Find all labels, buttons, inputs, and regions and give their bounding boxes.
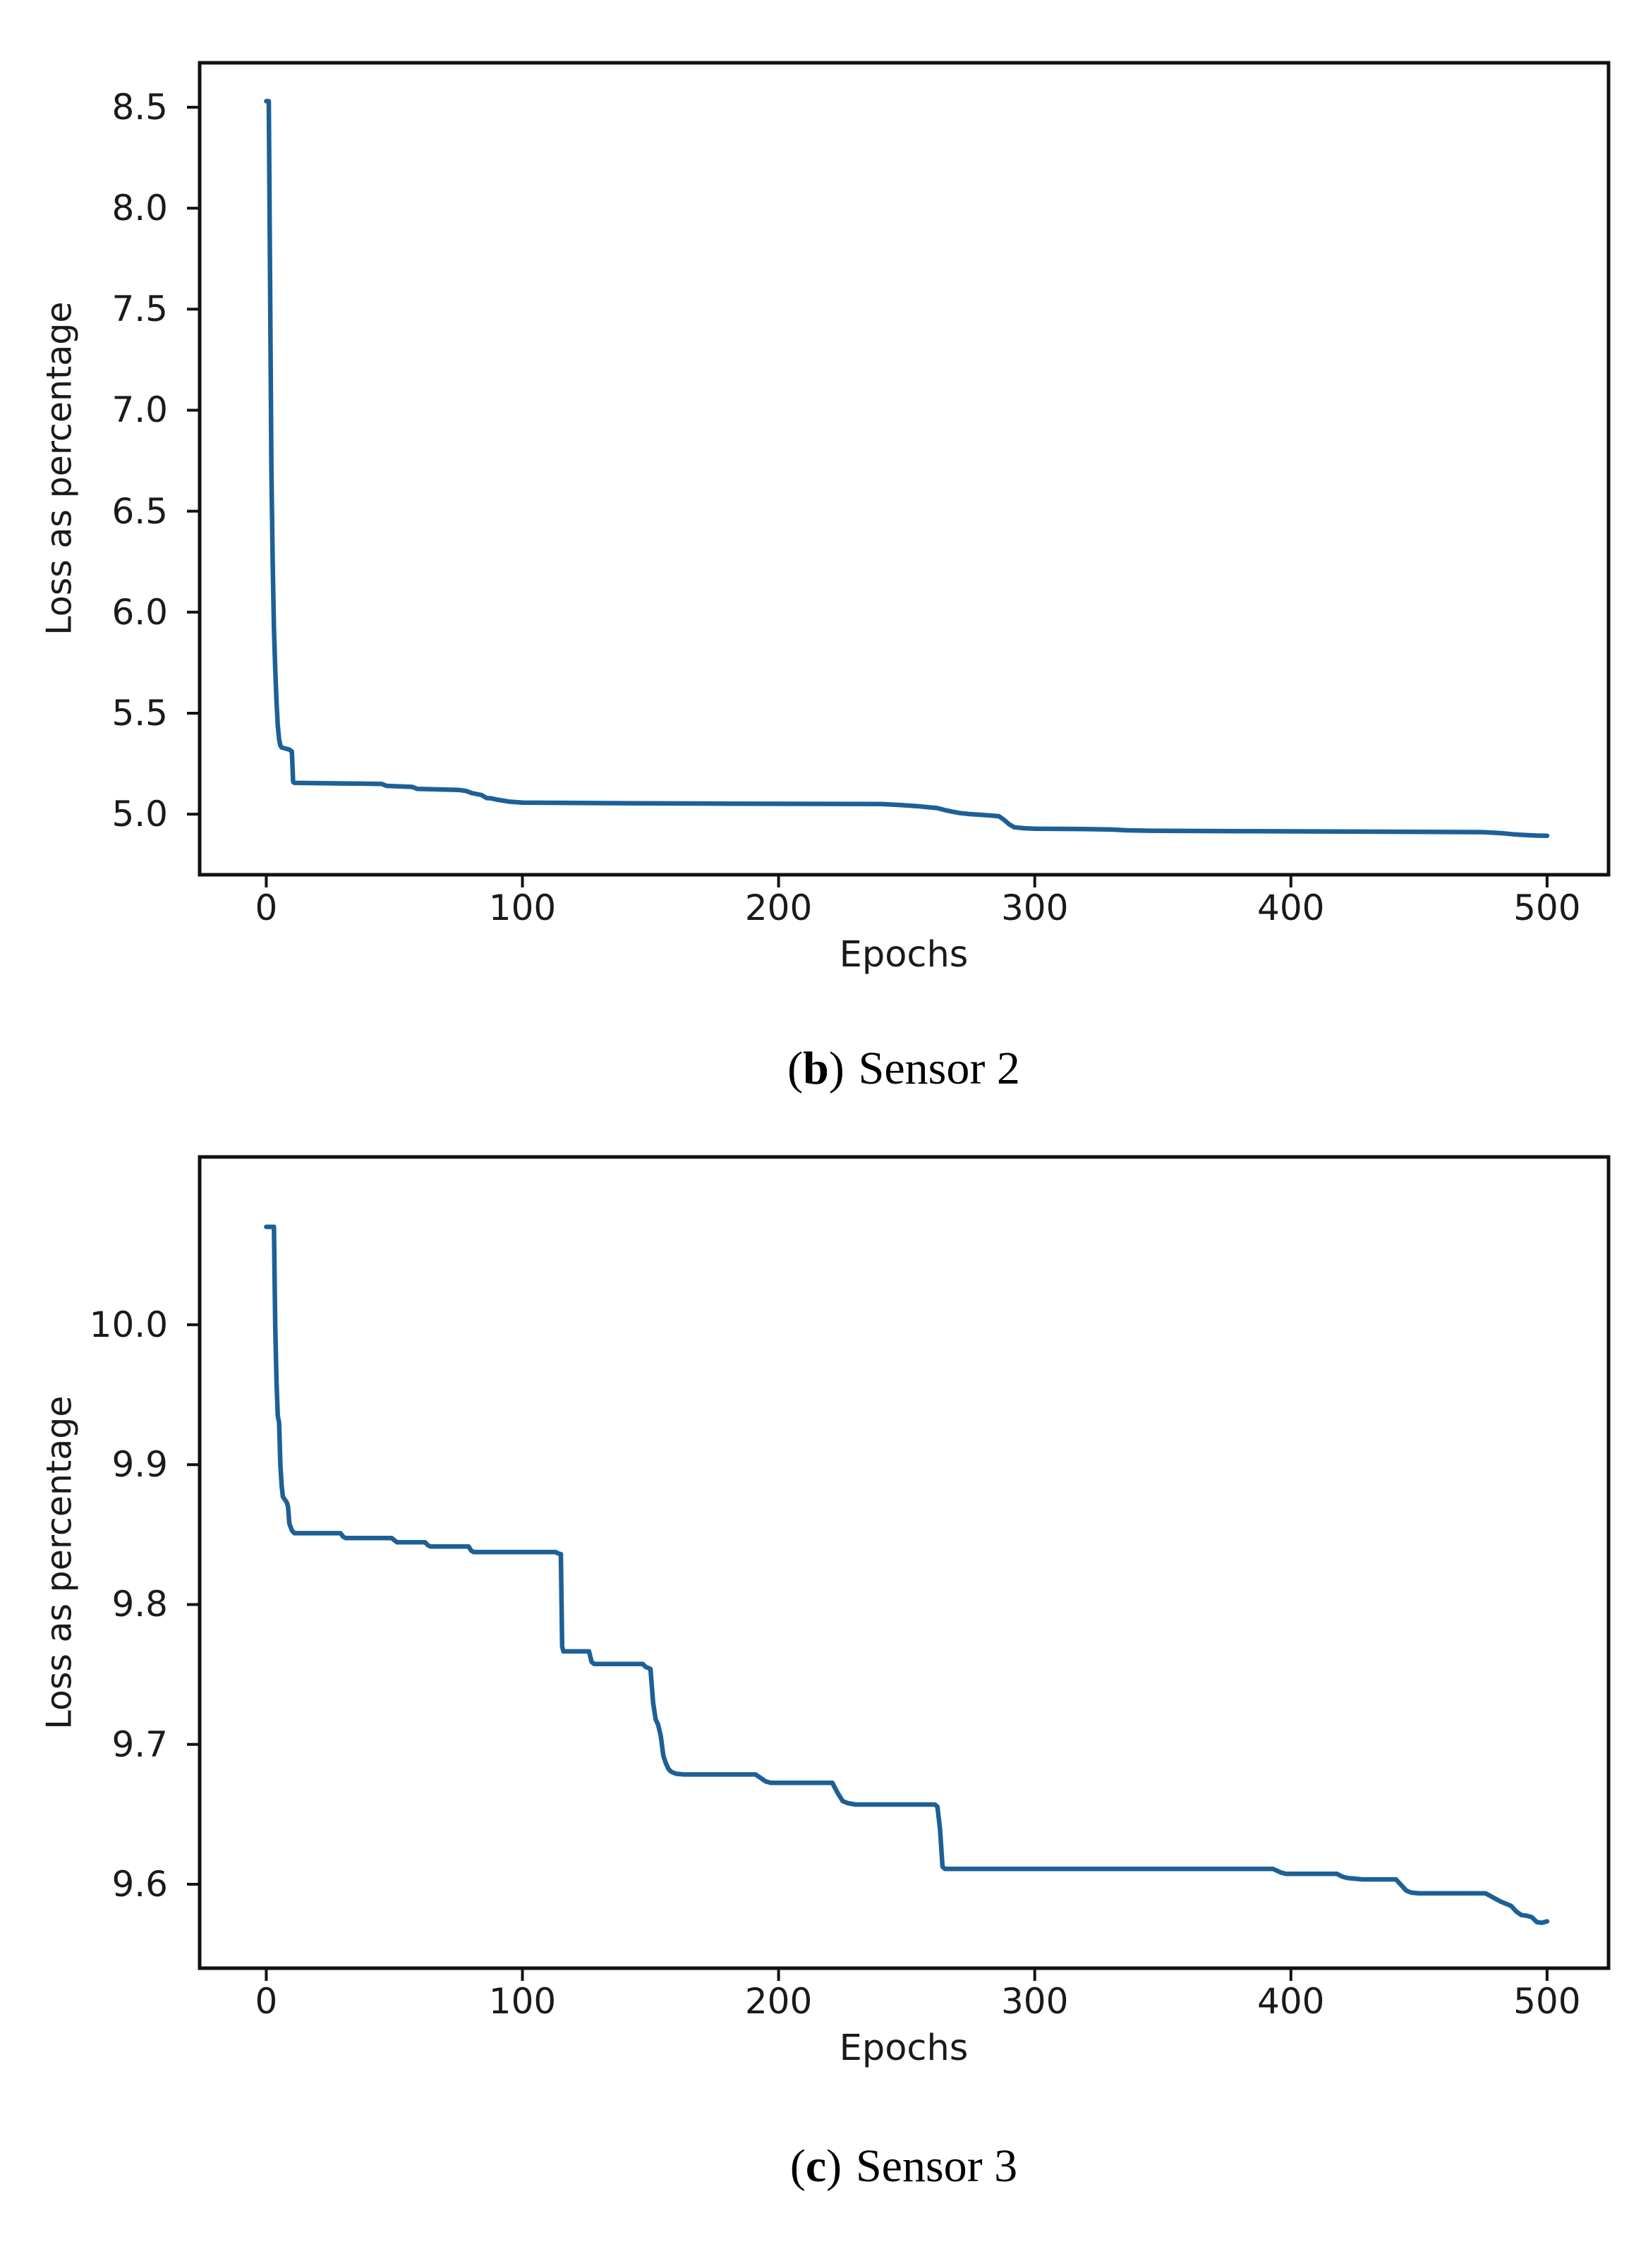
x-axis-label-sensor2: Epochs xyxy=(839,934,969,976)
y-tick-label-sensor2: 6.0 xyxy=(111,591,168,633)
caption-sensor3: (c) Sensor 3 xyxy=(790,2143,1017,2190)
x-tick-label-sensor3: 200 xyxy=(744,1981,813,2022)
caption-sensor2: (b) Sensor 2 xyxy=(787,1045,1020,1092)
caption-paren-open: ( xyxy=(787,1043,804,1094)
y-tick-label-sensor2: 7.5 xyxy=(111,289,168,330)
x-tick-label-sensor2: 200 xyxy=(744,887,813,928)
plot-sensor3 xyxy=(187,1155,1611,1981)
y-tick-label-sensor2: 5.0 xyxy=(111,794,168,835)
caption-letter: b xyxy=(803,1043,829,1094)
y-tick-label-sensor3: 9.7 xyxy=(111,1723,168,1765)
caption-paren-open: ( xyxy=(789,2140,806,2192)
caption-letter: c xyxy=(805,2140,827,2192)
y-tick-label-sensor2: 6.5 xyxy=(111,490,168,532)
axes-frame-sensor3 xyxy=(198,1155,1611,1970)
x-tick-label-sensor2: 100 xyxy=(488,887,557,928)
y-tick-label-sensor3: 10.0 xyxy=(89,1304,168,1345)
y-tick-label-sensor2: 8.5 xyxy=(111,86,168,128)
caption-text: Sensor 3 xyxy=(855,2140,1018,2192)
y-tick-label-sensor3: 9.9 xyxy=(111,1444,168,1486)
x-tick-label-sensor2: 0 xyxy=(255,887,278,928)
axes-frame-sensor2 xyxy=(198,61,1611,877)
x-tick-label-sensor3: 100 xyxy=(488,1981,557,2022)
x-tick-label-sensor3: 300 xyxy=(1000,1981,1069,2022)
y-tick-label-sensor2: 5.5 xyxy=(111,692,168,734)
loss-curve-sensor2 xyxy=(264,99,1550,838)
y-tick-label-sensor3: 9.8 xyxy=(111,1584,168,1625)
y-tick-label-sensor3: 9.6 xyxy=(111,1864,168,1905)
plot-sensor2 xyxy=(187,61,1611,887)
y-tick-label-sensor2: 8.0 xyxy=(111,188,168,229)
loss-curve-sensor3 xyxy=(264,1224,1550,1925)
y-axis-label-sensor3: Loss as percentage xyxy=(39,1395,80,1730)
x-tick-label-sensor2: 400 xyxy=(1257,887,1325,928)
caption-paren-close: ) xyxy=(828,1043,844,1094)
caption-text: Sensor 2 xyxy=(858,1043,1020,1094)
x-tick-label-sensor3: 400 xyxy=(1257,1981,1325,2022)
caption-paren-close: ) xyxy=(826,2140,842,2192)
x-tick-label-sensor2: 500 xyxy=(1513,887,1581,928)
y-tick-label-sensor2: 7.0 xyxy=(111,389,168,431)
x-tick-label-sensor3: 500 xyxy=(1513,1981,1581,2022)
x-tick-label-sensor3: 0 xyxy=(255,1981,278,2022)
x-axis-label-sensor3: Epochs xyxy=(839,2027,969,2069)
x-tick-label-sensor2: 300 xyxy=(1000,887,1069,928)
y-axis-label-sensor2: Loss as percentage xyxy=(39,301,80,636)
